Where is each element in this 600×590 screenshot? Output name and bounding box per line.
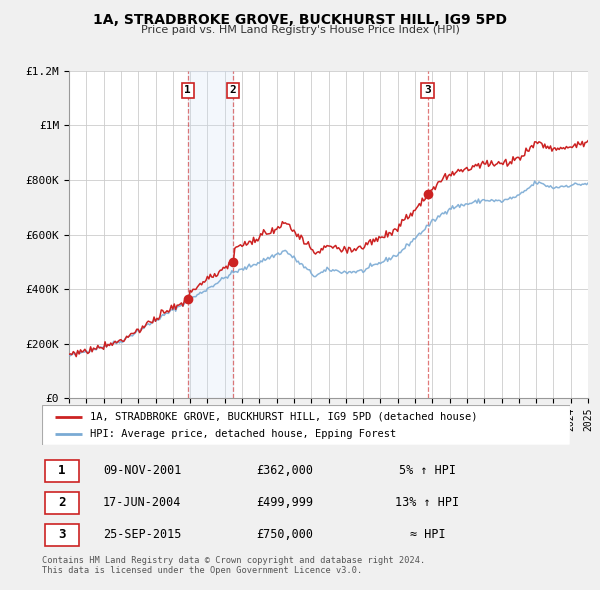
FancyBboxPatch shape [44, 491, 79, 514]
Text: Price paid vs. HM Land Registry's House Price Index (HPI): Price paid vs. HM Land Registry's House … [140, 25, 460, 35]
Text: £362,000: £362,000 [256, 464, 313, 477]
Text: 1A, STRADBROKE GROVE, BUCKHURST HILL, IG9 5PD: 1A, STRADBROKE GROVE, BUCKHURST HILL, IG… [93, 13, 507, 27]
Text: 1: 1 [184, 86, 191, 96]
Bar [188, 71, 233, 398]
Text: 5% ↑ HPI: 5% ↑ HPI [399, 464, 456, 477]
Text: Contains HM Land Registry data © Crown copyright and database right 2024.: Contains HM Land Registry data © Crown c… [42, 556, 425, 565]
Text: £499,999: £499,999 [256, 496, 313, 509]
Text: 2: 2 [58, 496, 65, 509]
Text: 1A, STRADBROKE GROVE, BUCKHURST HILL, IG9 5PD (detached house): 1A, STRADBROKE GROVE, BUCKHURST HILL, IG… [89, 412, 477, 422]
Text: 17-JUN-2004: 17-JUN-2004 [103, 496, 182, 509]
Text: 2: 2 [229, 86, 236, 96]
Text: 1: 1 [58, 464, 65, 477]
Text: This data is licensed under the Open Government Licence v3.0.: This data is licensed under the Open Gov… [42, 566, 362, 575]
Text: £750,000: £750,000 [256, 528, 313, 541]
Text: 3: 3 [58, 528, 65, 541]
FancyBboxPatch shape [44, 460, 79, 481]
Text: 3: 3 [424, 86, 431, 96]
Text: 25-SEP-2015: 25-SEP-2015 [103, 528, 182, 541]
Text: ≈ HPI: ≈ HPI [410, 528, 445, 541]
Text: 09-NOV-2001: 09-NOV-2001 [103, 464, 182, 477]
Text: HPI: Average price, detached house, Epping Forest: HPI: Average price, detached house, Eppi… [89, 429, 396, 439]
FancyBboxPatch shape [44, 524, 79, 546]
Text: 13% ↑ HPI: 13% ↑ HPI [395, 496, 460, 509]
